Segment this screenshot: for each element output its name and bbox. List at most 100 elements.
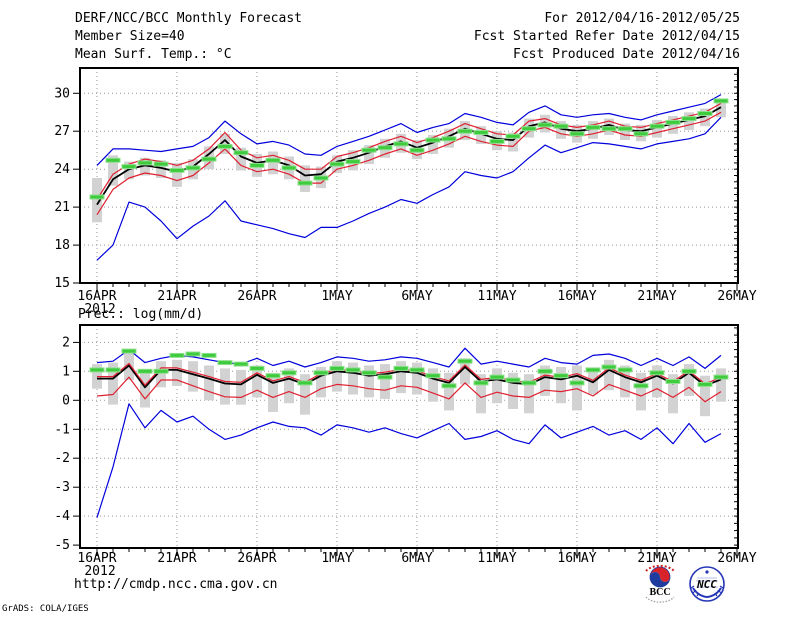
member-spread-bar bbox=[252, 365, 262, 398]
member-spread-bar bbox=[716, 99, 726, 118]
member-spread-bar bbox=[476, 374, 486, 414]
y-tick-label: 0 bbox=[62, 393, 70, 408]
member-spread-bar bbox=[204, 365, 214, 401]
bcc-logo-label: BCC bbox=[649, 587, 670, 598]
observation-dash bbox=[329, 161, 345, 167]
bcc-swirl-blue bbox=[650, 572, 670, 587]
member-spread-bar bbox=[652, 365, 662, 398]
observation-dash bbox=[649, 370, 665, 376]
member-spread-bar bbox=[300, 165, 310, 192]
observation-dash bbox=[617, 367, 633, 373]
ncc-logo-label: NCC bbox=[696, 578, 717, 591]
observation-dash bbox=[169, 352, 185, 358]
x-tick-label: 6MAY bbox=[401, 289, 432, 304]
observation-dash bbox=[297, 380, 313, 386]
y-tick-label: -5 bbox=[54, 538, 70, 553]
member-spread-bar bbox=[668, 116, 678, 134]
observation-dash bbox=[457, 128, 473, 134]
member-spread-bar bbox=[604, 359, 614, 391]
observation-dash bbox=[281, 165, 297, 171]
x-tick-label: 21MAY bbox=[637, 551, 676, 566]
member-spread-bar bbox=[172, 359, 182, 386]
ncc-logo: NCC bbox=[689, 566, 725, 602]
observation-dash bbox=[681, 368, 697, 374]
member-spread-bar bbox=[540, 365, 550, 396]
y-tick-label: -1 bbox=[54, 422, 70, 437]
member-spread-bar bbox=[428, 368, 438, 402]
observation-dash bbox=[425, 137, 441, 143]
website-url[interactable]: http://cmdp.ncc.cma.gov.cn bbox=[74, 577, 278, 592]
member-spread-bar bbox=[428, 135, 438, 154]
x-tick-label: 26MAY bbox=[717, 551, 756, 566]
y-tick-label: 24 bbox=[54, 162, 70, 177]
x-tick-label: 1MAY bbox=[321, 289, 352, 304]
observation-dash bbox=[617, 126, 633, 132]
observation-dash bbox=[569, 380, 585, 386]
observation-dash bbox=[217, 143, 233, 149]
upper-quartile-line bbox=[97, 362, 722, 386]
observation-dash bbox=[281, 370, 297, 376]
observation-dash bbox=[553, 373, 569, 379]
member-spread-bar bbox=[108, 362, 118, 405]
y-tick-label: -4 bbox=[54, 509, 70, 524]
member-spread-bar bbox=[140, 157, 150, 176]
member-spread-bar bbox=[620, 365, 630, 398]
member-spread-bar bbox=[652, 119, 662, 138]
member-spread-bar bbox=[508, 372, 518, 409]
observation-dash bbox=[665, 379, 681, 384]
observation-dash bbox=[217, 360, 233, 366]
observation-dash bbox=[697, 111, 713, 116]
member-spread-bar bbox=[524, 374, 534, 414]
member-spread-bar bbox=[236, 369, 246, 405]
observation-dash bbox=[537, 368, 553, 374]
bcc-logo: BCC bbox=[645, 564, 675, 603]
ncc-wreath-leaves bbox=[690, 585, 724, 597]
observation-dash bbox=[121, 348, 137, 354]
x-tick-label: 21APR bbox=[157, 289, 196, 304]
observation-dash bbox=[633, 383, 649, 389]
x-tick-label: 11MAY bbox=[477, 551, 516, 566]
y-tick-label: 2 bbox=[62, 335, 70, 350]
observation-dash bbox=[601, 364, 617, 370]
observation-dash bbox=[185, 351, 201, 357]
observation-dash bbox=[345, 159, 361, 165]
observation-dash bbox=[185, 165, 201, 171]
x-tick-label: 16MAY bbox=[557, 289, 596, 304]
ncc-hatch-lines bbox=[696, 577, 718, 588]
x-tick-label: 16MAY bbox=[557, 551, 596, 566]
x-tick-label: 21APR bbox=[157, 551, 196, 566]
bcc-swirl-red bbox=[650, 567, 670, 582]
observation-dash bbox=[313, 175, 329, 181]
bcc-seal-mark bbox=[645, 564, 675, 588]
observation-dash bbox=[409, 147, 425, 153]
observation-dash bbox=[409, 367, 425, 373]
observation-dash bbox=[377, 374, 393, 380]
observation-dash bbox=[681, 116, 697, 122]
member-size-label: Member Size=40 bbox=[75, 29, 185, 44]
observation-dash bbox=[249, 365, 265, 371]
observation-dash bbox=[457, 358, 473, 364]
lower-quartile-line bbox=[96, 376, 722, 403]
member-spread-bar bbox=[348, 362, 358, 395]
observation-dash bbox=[441, 383, 457, 389]
y-tick-label: -3 bbox=[54, 480, 70, 495]
member-spread-bar bbox=[684, 112, 694, 130]
observation-dash bbox=[137, 368, 153, 374]
member-spread-bar bbox=[172, 162, 182, 187]
observation-dash bbox=[201, 156, 217, 162]
member-spread-bar bbox=[268, 372, 278, 412]
member-spread-bar bbox=[396, 361, 406, 394]
observation-dash bbox=[585, 124, 601, 130]
observation-dash bbox=[505, 377, 521, 383]
member-spread-bar bbox=[620, 123, 630, 140]
y-tick-label: 21 bbox=[54, 200, 70, 215]
x-year-label: 2012 bbox=[84, 564, 115, 579]
observation-dash bbox=[361, 370, 377, 376]
observation-dash bbox=[105, 157, 121, 163]
observation-dash bbox=[649, 123, 665, 129]
observation-dash bbox=[713, 98, 729, 104]
member-spread-bar bbox=[492, 368, 502, 404]
observation-dash bbox=[489, 374, 505, 380]
